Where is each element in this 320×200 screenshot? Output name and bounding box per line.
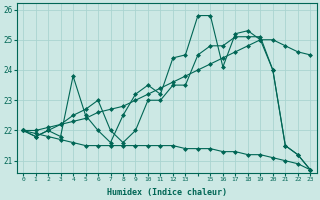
X-axis label: Humidex (Indice chaleur): Humidex (Indice chaleur) xyxy=(107,188,227,197)
